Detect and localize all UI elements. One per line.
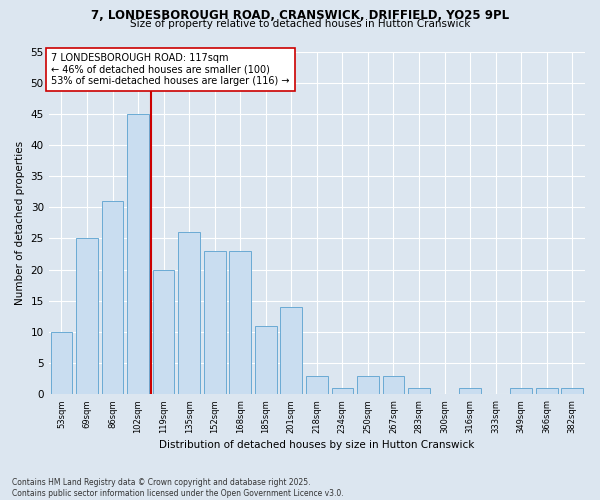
Bar <box>127 114 149 394</box>
Bar <box>280 307 302 394</box>
Bar <box>101 201 124 394</box>
Bar <box>178 232 200 394</box>
Text: Contains HM Land Registry data © Crown copyright and database right 2025.
Contai: Contains HM Land Registry data © Crown c… <box>12 478 344 498</box>
Bar <box>50 332 72 394</box>
Y-axis label: Number of detached properties: Number of detached properties <box>15 141 25 305</box>
Bar <box>306 376 328 394</box>
Text: 7 LONDESBOROUGH ROAD: 117sqm
← 46% of detached houses are smaller (100)
53% of s: 7 LONDESBOROUGH ROAD: 117sqm ← 46% of de… <box>52 53 290 86</box>
Text: 7, LONDESBOROUGH ROAD, CRANSWICK, DRIFFIELD, YO25 9PL: 7, LONDESBOROUGH ROAD, CRANSWICK, DRIFFI… <box>91 9 509 22</box>
Bar <box>383 376 404 394</box>
Bar <box>562 388 583 394</box>
Bar <box>204 251 226 394</box>
Bar <box>459 388 481 394</box>
Bar <box>153 270 175 394</box>
Bar <box>332 388 353 394</box>
Bar <box>536 388 557 394</box>
Bar <box>229 251 251 394</box>
Bar <box>510 388 532 394</box>
X-axis label: Distribution of detached houses by size in Hutton Cranswick: Distribution of detached houses by size … <box>159 440 475 450</box>
Bar <box>76 238 98 394</box>
Text: Size of property relative to detached houses in Hutton Cranswick: Size of property relative to detached ho… <box>130 19 470 29</box>
Bar <box>255 326 277 394</box>
Bar <box>408 388 430 394</box>
Bar <box>357 376 379 394</box>
